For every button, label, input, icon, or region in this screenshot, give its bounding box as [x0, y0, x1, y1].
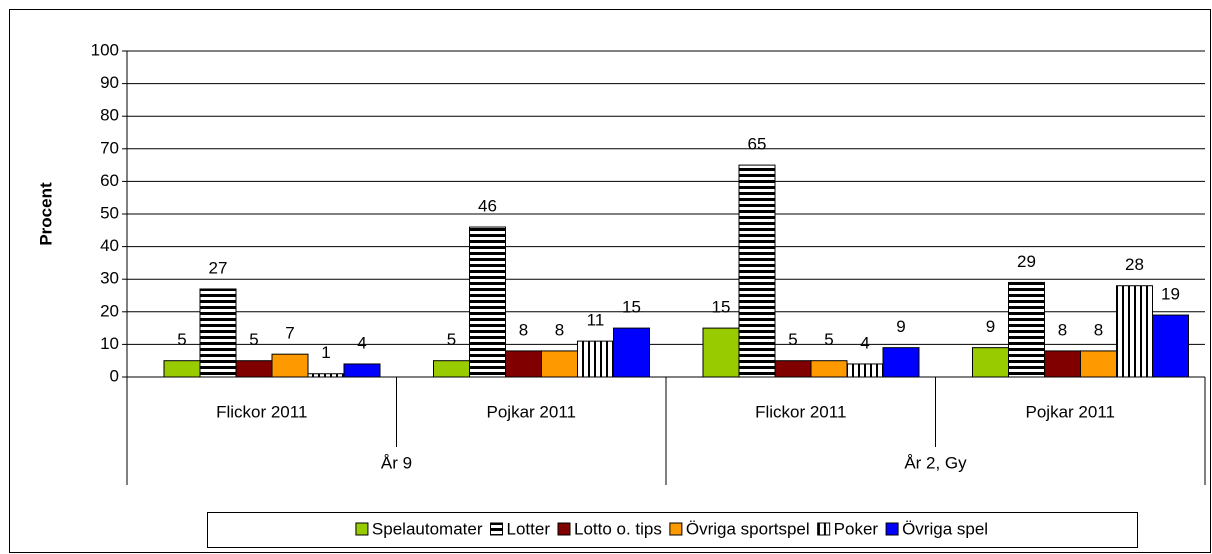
bar: [433, 360, 470, 378]
value-label: 4: [357, 333, 366, 352]
x-tick-label: Pojkar 2011: [487, 402, 576, 421]
y-tick-label: 90: [100, 73, 119, 92]
y-tick-label: 70: [100, 138, 119, 157]
value-label: 1: [321, 343, 330, 362]
y-axis-title: Procent: [36, 182, 55, 246]
value-label: 19: [1161, 285, 1180, 304]
value-label: 15: [712, 298, 731, 317]
y-tick-label: 20: [100, 301, 119, 320]
y-tick-label: 0: [110, 366, 119, 385]
bar: [199, 288, 237, 378]
bar: [1152, 314, 1189, 378]
legend-swatch: [885, 522, 899, 536]
bar: [163, 360, 201, 378]
value-label: 65: [748, 135, 767, 154]
bar: [577, 340, 614, 378]
value-label: 8: [555, 320, 564, 339]
y-tick-label: 80: [100, 106, 119, 125]
y-tick-label: 100: [91, 40, 119, 59]
legend-swatch: [557, 522, 571, 536]
legend: Spelautomater Lotter Lotto o. tips Övriga s…: [355, 519, 988, 538]
value-label: 15: [622, 298, 641, 317]
value-label: 8: [519, 320, 528, 339]
value-label: 5: [249, 330, 258, 349]
bar: [343, 363, 381, 378]
group-label: År 9: [381, 453, 412, 472]
value-label: 11: [587, 311, 605, 330]
legend-swatch: [669, 522, 683, 536]
value-label: 29: [1017, 252, 1036, 271]
bar: [1044, 350, 1081, 378]
legend-label: Lotto o. tips: [574, 519, 662, 538]
legend-label: Poker: [834, 519, 879, 538]
bar: [541, 350, 578, 378]
bar: [235, 360, 273, 378]
bar: [738, 164, 776, 378]
y-tick-label: 60: [100, 171, 119, 190]
legend-swatch: [355, 522, 369, 536]
bar: [774, 360, 812, 378]
bar: [1116, 285, 1153, 378]
x-tick-label: Pojkar 2011: [1026, 402, 1115, 421]
bar: [810, 360, 848, 378]
value-label: 5: [824, 330, 833, 349]
legend-label: Lotter: [507, 519, 551, 538]
value-label: 5: [788, 330, 797, 349]
group-label: År 2, Gy: [904, 453, 967, 472]
y-tick-label: 10: [100, 334, 119, 353]
value-label: 5: [177, 330, 186, 349]
legend-label: Övriga sportspel: [686, 519, 810, 538]
chart-border: [9, 9, 1211, 553]
bar: [702, 327, 740, 378]
y-tick-label: 50: [100, 203, 119, 222]
value-label: 28: [1125, 255, 1144, 274]
bar: [271, 353, 309, 378]
legend-swatch: [817, 522, 831, 536]
bar: [882, 347, 920, 378]
bar: [1008, 281, 1045, 378]
value-label: 9: [986, 317, 995, 336]
legend-label: Övriga spel: [902, 519, 988, 538]
x-tick-label: Flickor 2011: [216, 402, 307, 421]
value-label: 4: [860, 333, 869, 352]
bar: [307, 373, 345, 378]
value-label: 46: [478, 197, 497, 216]
value-label: 7: [285, 324, 294, 343]
y-tick-label: 30: [100, 269, 119, 288]
value-label: 5: [447, 330, 456, 349]
bar: [846, 363, 884, 378]
bar: [469, 226, 506, 378]
value-label: 8: [1094, 320, 1103, 339]
value-label: 8: [1058, 320, 1067, 339]
bar: [505, 350, 542, 378]
bar: [972, 347, 1009, 378]
bar: [613, 327, 650, 378]
bar: [1080, 350, 1117, 378]
y-tick-label: 40: [100, 236, 119, 255]
x-tick-label: Flickor 2011: [755, 402, 846, 421]
legend-swatch: [490, 522, 504, 536]
value-label: 27: [209, 258, 228, 277]
legend-label: Spelautomater: [372, 519, 483, 538]
value-label: 9: [896, 317, 905, 336]
